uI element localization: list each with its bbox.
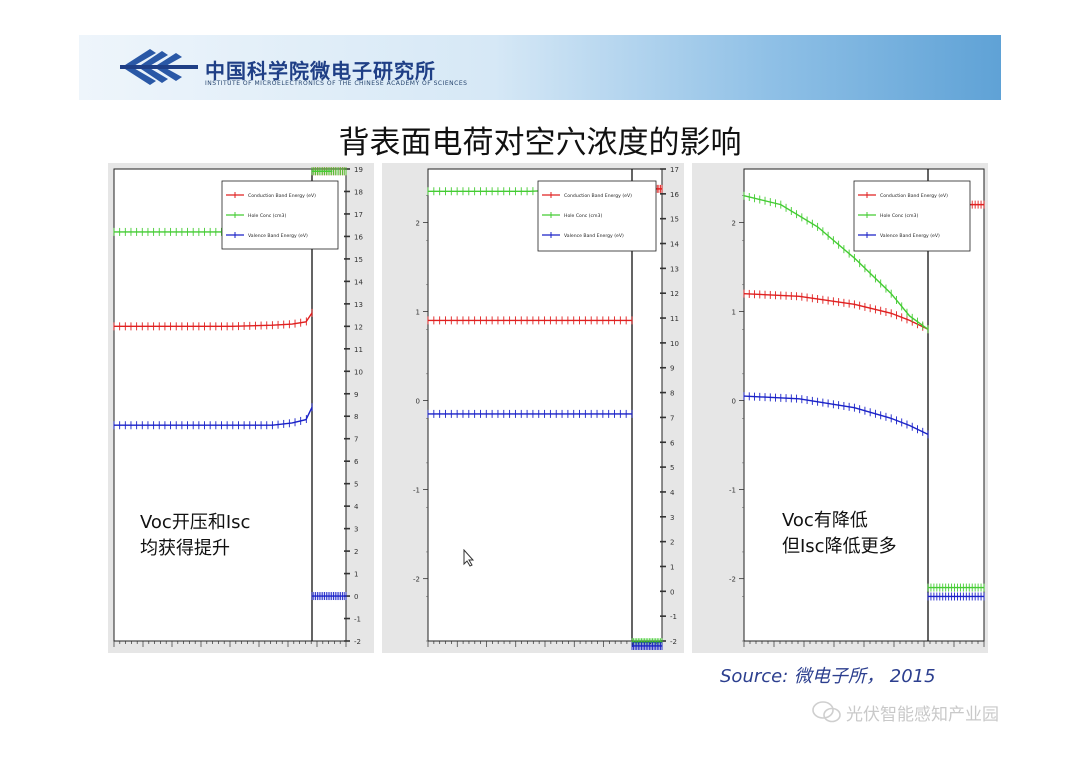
right-tick-label: 17 bbox=[670, 166, 679, 174]
y-tick-label: 2 bbox=[416, 219, 420, 227]
slide-title: 背表面电荷对空穴浓度的影响 bbox=[338, 125, 742, 161]
right-tick-label: 19 bbox=[354, 166, 363, 174]
right-tick-label: 8 bbox=[670, 390, 674, 398]
right-tick-label: 3 bbox=[354, 526, 358, 534]
note-right-line2: 但Isc降低更多 bbox=[782, 536, 897, 557]
legend-label: Valence Band Energy (eV) bbox=[564, 233, 624, 239]
right-tick-label: 1 bbox=[670, 563, 674, 571]
right-tick-label: 12 bbox=[354, 323, 363, 331]
right-tick-label: 4 bbox=[354, 503, 359, 511]
wechat-icon bbox=[812, 701, 841, 723]
right-tick-label: 2 bbox=[670, 539, 674, 547]
legend-label: Valence Band Energy (eV) bbox=[880, 233, 940, 239]
right-tick-label: 5 bbox=[354, 481, 358, 489]
right-tick-label: 1 bbox=[354, 571, 358, 579]
series-2 bbox=[743, 392, 985, 601]
chart-panel-1: -2-1012345678910111213141516171819Conduc… bbox=[108, 163, 374, 653]
right-tick-label: 12 bbox=[670, 290, 679, 298]
right-tick-label: -1 bbox=[354, 616, 361, 624]
right-tick-label: 14 bbox=[670, 241, 679, 249]
right-tick-label: 16 bbox=[354, 233, 363, 241]
right-tick-label: 7 bbox=[354, 436, 358, 444]
right-tick-label: -1 bbox=[670, 613, 677, 621]
series-2 bbox=[427, 409, 663, 650]
series-2 bbox=[113, 403, 347, 601]
org-subtitle: INSTITUTE OF MICROELECTRONICS OF THE CHI… bbox=[205, 80, 468, 87]
y-tick-label: 2 bbox=[732, 219, 736, 227]
right-tick-label: 15 bbox=[354, 256, 363, 264]
legend-label: Hole Conc (cm3) bbox=[248, 213, 286, 219]
right-tick-label: 13 bbox=[354, 301, 363, 309]
right-tick-label: 0 bbox=[354, 593, 358, 601]
right-tick-label: 8 bbox=[354, 413, 358, 421]
legend-label: Hole Conc (cm3) bbox=[880, 213, 918, 219]
source-label: Source: bbox=[720, 666, 789, 687]
legend-box bbox=[853, 180, 971, 252]
right-tick-label: 9 bbox=[354, 391, 358, 399]
note-left: Voc开压和Isc 均获得提升 bbox=[140, 510, 250, 562]
mouse-cursor-icon bbox=[463, 549, 475, 567]
right-tick-label: 13 bbox=[670, 265, 679, 273]
right-tick-label: 10 bbox=[670, 340, 679, 348]
y-tick-label: 0 bbox=[416, 398, 420, 406]
right-tick-label: 6 bbox=[354, 458, 359, 466]
note-right: Voc有降低 但Isc降低更多 bbox=[782, 508, 897, 560]
y-tick-label: 1 bbox=[732, 308, 736, 316]
right-tick-label: 3 bbox=[670, 514, 674, 522]
chart-panel-2: -2-1012-2-101234567891011121314151617Con… bbox=[382, 163, 684, 653]
right-tick-label: 15 bbox=[670, 216, 679, 224]
source-citation: Source: 微电子所， 2015 bbox=[720, 662, 936, 688]
org-name: 中国科学院微电子研究所 bbox=[205, 59, 436, 83]
right-tick-label: 9 bbox=[670, 365, 674, 373]
right-tick-label: 5 bbox=[670, 464, 674, 472]
cas-logo-icon bbox=[120, 49, 198, 85]
y-tick-label: 0 bbox=[732, 398, 736, 406]
series-1 bbox=[743, 191, 985, 592]
legend-label: Hole Conc (cm3) bbox=[564, 213, 602, 219]
source-value: 微电子所， 2015 bbox=[794, 666, 936, 687]
right-tick-label: -2 bbox=[670, 638, 677, 646]
legend-label: Conduction Band Energy (eV) bbox=[880, 193, 948, 199]
right-tick-label: 14 bbox=[354, 278, 363, 286]
note-left-line2: 均获得提升 bbox=[140, 538, 230, 559]
y-tick-label: -1 bbox=[413, 487, 420, 495]
right-tick-label: 7 bbox=[670, 414, 674, 422]
right-tick-label: 11 bbox=[354, 346, 363, 354]
note-right-line1: Voc有降低 bbox=[782, 510, 868, 531]
right-tick-label: 17 bbox=[354, 211, 363, 219]
right-tick-label: 10 bbox=[354, 368, 363, 376]
y-tick-label: 1 bbox=[416, 308, 420, 316]
note-left-line1: Voc开压和Isc bbox=[140, 512, 251, 533]
right-tick-label: -2 bbox=[354, 638, 361, 646]
legend-label: Conduction Band Energy (eV) bbox=[564, 193, 632, 199]
legend-label: Valence Band Energy (eV) bbox=[248, 233, 308, 239]
right-tick-label: 2 bbox=[354, 548, 358, 556]
right-tick-label: 11 bbox=[670, 315, 679, 323]
right-tick-label: 4 bbox=[670, 489, 675, 497]
chart-panel-3: -2 -1 0 1 2 Conduction Band Energy (eV) Hole C… bbox=[692, 163, 988, 653]
right-tick-label: 6 bbox=[670, 439, 675, 447]
y-tick-label: -1 bbox=[729, 487, 736, 495]
legend-box bbox=[537, 180, 657, 252]
legend-label: Conduction Band Energy (eV) bbox=[248, 193, 316, 199]
header-banner bbox=[79, 35, 1001, 100]
y-tick-label: -2 bbox=[729, 576, 736, 584]
watermark-text: 光伏智能感知产业园 bbox=[846, 705, 999, 725]
y-tick-label: -2 bbox=[413, 576, 420, 584]
right-tick-label: 16 bbox=[670, 191, 679, 199]
right-tick-label: 0 bbox=[670, 588, 674, 596]
right-tick-label: 18 bbox=[354, 188, 363, 196]
